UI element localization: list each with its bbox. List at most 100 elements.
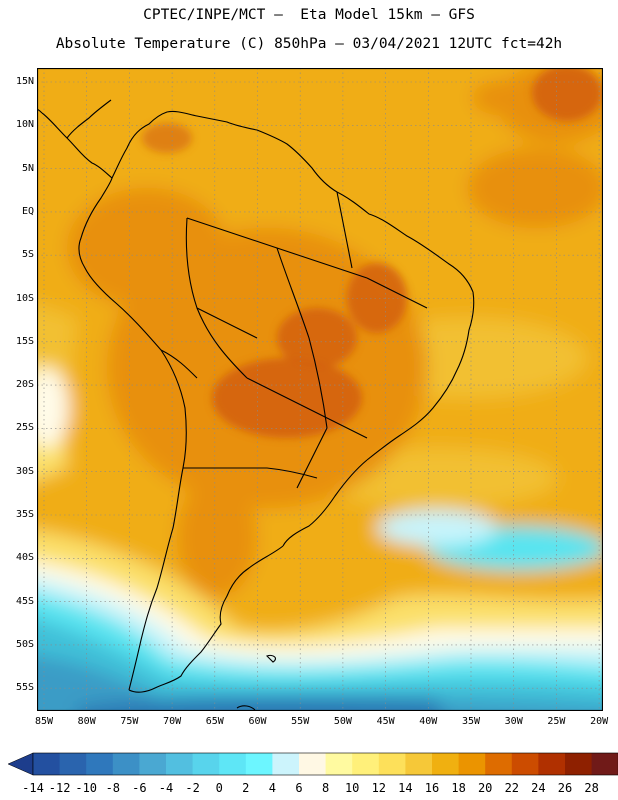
longitude-label: 55W bbox=[291, 716, 310, 727]
longitude-label: 65W bbox=[205, 716, 224, 727]
colorbar bbox=[7, 752, 618, 776]
longitude-label: 20W bbox=[590, 716, 609, 727]
longitude-label: 30W bbox=[504, 716, 523, 727]
latitude-label: 15N bbox=[15, 76, 34, 87]
colorbar-swatch bbox=[458, 753, 486, 775]
colorbar-label: 26 bbox=[557, 781, 573, 795]
country-border bbox=[236, 705, 256, 711]
country-border bbox=[366, 277, 428, 309]
country-border bbox=[296, 427, 328, 489]
country-border bbox=[183, 467, 318, 479]
coastline bbox=[37, 108, 43, 114]
lat-lon-grid bbox=[37, 68, 603, 711]
colorbar-swatch bbox=[139, 753, 167, 775]
country-border bbox=[246, 377, 368, 439]
field-south-darkblue bbox=[77, 696, 443, 711]
longitude-label: 85W bbox=[34, 716, 54, 727]
longitude-label: 60W bbox=[248, 716, 267, 727]
colorbar-swatch bbox=[565, 753, 593, 775]
latitude-label: 20S bbox=[15, 379, 34, 391]
colorbar-swatch bbox=[511, 753, 539, 775]
colorbar-swatch bbox=[166, 753, 194, 775]
colorbar-swatch bbox=[33, 753, 61, 775]
coastline bbox=[66, 99, 112, 139]
longitude-label: 45W bbox=[376, 716, 395, 727]
field-amazon-west-orange bbox=[67, 188, 227, 308]
colorbar-label: -4 bbox=[158, 781, 174, 795]
coastline bbox=[282, 459, 368, 547]
colorbar-label: 4 bbox=[268, 781, 276, 795]
colorbar-label: 28 bbox=[584, 781, 599, 795]
colorbar-swatch bbox=[86, 753, 114, 775]
colorbar-swatch bbox=[591, 753, 618, 775]
longitude-label: 70W bbox=[163, 716, 182, 727]
longitude-label: 25W bbox=[547, 716, 566, 727]
latitude-label: 25S bbox=[15, 422, 34, 434]
colorbar-label: 0 bbox=[215, 781, 223, 795]
colorbar-swatch bbox=[219, 753, 247, 775]
latitude-label: 10S bbox=[15, 292, 34, 304]
colorbar-label: -6 bbox=[132, 781, 147, 795]
field-north-deep-orange bbox=[142, 123, 192, 153]
colorbar-label: 10 bbox=[344, 781, 360, 795]
chart-title-line-2: Absolute Temperature (C) 850hPa – 03/04/… bbox=[55, 36, 563, 52]
colorbar-swatch bbox=[538, 753, 566, 775]
colorbar-label: 12 bbox=[371, 781, 387, 795]
chart-title-line-1: CPTEC/INPE/MCT – Eta Model 15km – GFS bbox=[143, 7, 475, 23]
field-core-deep-orange-3 bbox=[347, 263, 407, 333]
field-ne-deep-orange bbox=[532, 68, 602, 121]
colorbar-swatch bbox=[378, 753, 406, 775]
latitude-label: 55S bbox=[15, 682, 34, 694]
country-border bbox=[160, 349, 198, 379]
latitude-label: 40S bbox=[15, 552, 34, 564]
longitude-label: 80W bbox=[77, 716, 96, 727]
colorbar-label: -14 bbox=[22, 781, 44, 795]
colorbar-label: -8 bbox=[105, 781, 121, 795]
field-core-deep-orange-2 bbox=[277, 308, 357, 368]
coastline bbox=[128, 545, 284, 693]
field-pacific-cream bbox=[37, 368, 69, 448]
country-border bbox=[265, 654, 276, 663]
colorbar-label: 2 bbox=[242, 781, 250, 795]
longitude-label: 35W bbox=[461, 716, 481, 727]
field-atlantic-pale bbox=[377, 510, 497, 546]
longitude-label: 40W bbox=[419, 716, 438, 727]
colorbar-label: -12 bbox=[48, 781, 71, 795]
colorbar-left-arrow bbox=[7, 752, 34, 776]
colorbar-label: -10 bbox=[75, 781, 98, 795]
colorbar-swatch bbox=[272, 753, 300, 775]
field-north-atlantic-orange bbox=[467, 148, 603, 228]
colorbar-label: 8 bbox=[321, 781, 330, 795]
longitude-label: 50W bbox=[333, 716, 352, 727]
latitude-label: 45S bbox=[15, 595, 34, 607]
coastline bbox=[366, 291, 475, 461]
latitude-label: 30S bbox=[15, 465, 34, 477]
colorbar-label: 24 bbox=[531, 781, 546, 795]
latitude-label: 15S bbox=[15, 335, 34, 347]
colorbar-swatch bbox=[59, 753, 87, 775]
latitude-label: EQ bbox=[21, 205, 34, 217]
colorbar-swatch bbox=[299, 753, 327, 775]
country-border bbox=[336, 191, 353, 269]
latitude-label: 5S bbox=[21, 249, 34, 261]
colorbar-swatch bbox=[325, 753, 353, 775]
colorbar-swatch bbox=[112, 753, 140, 775]
longitude-label: 75W bbox=[120, 716, 139, 727]
colorbar-swatch bbox=[485, 753, 513, 775]
latitude-label: 35S bbox=[15, 509, 34, 520]
latitude-label: 10N bbox=[15, 119, 34, 131]
coastline bbox=[41, 110, 474, 293]
colorbar-label: -2 bbox=[185, 781, 200, 795]
colorbar-label: 6 bbox=[295, 781, 303, 795]
country-border bbox=[196, 307, 258, 339]
colorbar-swatch bbox=[352, 753, 380, 775]
colorbar-swatch bbox=[432, 753, 460, 775]
colorbar-swatch bbox=[245, 753, 273, 775]
latitude-label: 5N bbox=[21, 162, 34, 174]
colorbar-swatch bbox=[405, 753, 433, 775]
field-patagonia-orange bbox=[177, 478, 257, 598]
field-northeast-orange-2 bbox=[472, 80, 542, 116]
colorbar-label: 18 bbox=[451, 781, 466, 795]
colorbar-outline bbox=[32, 752, 618, 776]
map-border bbox=[37, 68, 603, 711]
